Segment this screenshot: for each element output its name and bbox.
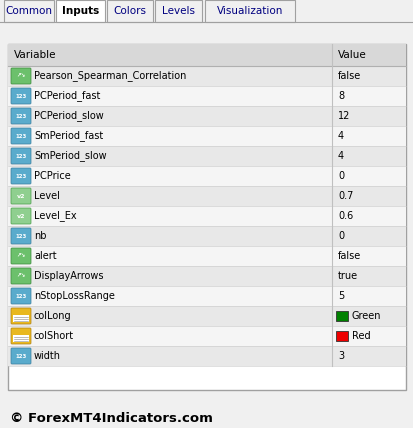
Text: Variable: Variable	[14, 50, 56, 60]
Text: ↗↘: ↗↘	[17, 253, 26, 259]
Bar	[8, 306, 405, 326]
Text: 123: 123	[15, 173, 26, 178]
Bar	[8, 346, 405, 366]
Text: 8: 8	[337, 91, 343, 101]
Text: 0.7: 0.7	[337, 191, 353, 201]
FancyBboxPatch shape	[11, 228, 31, 244]
Bar	[8, 44, 405, 66]
Text: 123: 123	[15, 134, 26, 139]
Text: PCPeriod_slow: PCPeriod_slow	[34, 110, 104, 122]
FancyBboxPatch shape	[11, 108, 31, 124]
Bar	[13, 315, 29, 322]
Text: 5: 5	[337, 291, 344, 301]
Text: true: true	[337, 271, 357, 281]
Bar	[8, 44, 405, 390]
Bar	[0, 0, 413, 22]
Text: alert: alert	[34, 251, 57, 261]
Text: Visualization: Visualization	[216, 6, 282, 16]
Text: ↗↘: ↗↘	[17, 74, 26, 78]
Bar	[335, 331, 347, 341]
Text: nStopLossRange: nStopLossRange	[34, 291, 114, 301]
Text: width: width	[34, 351, 61, 361]
Text: 123: 123	[15, 93, 26, 98]
Text: v2: v2	[17, 193, 25, 199]
Text: 123: 123	[15, 234, 26, 238]
Bar	[204, 0, 294, 22]
Bar	[8, 226, 405, 246]
Text: 4: 4	[337, 131, 343, 141]
Text: Red: Red	[351, 331, 370, 341]
Bar	[8, 286, 405, 306]
FancyBboxPatch shape	[11, 148, 31, 164]
Text: 3: 3	[337, 351, 343, 361]
Text: v2: v2	[17, 214, 25, 219]
Text: DisplayArrows: DisplayArrows	[34, 271, 103, 281]
Text: 123: 123	[15, 154, 26, 158]
Bar	[8, 86, 405, 106]
Bar	[8, 66, 405, 86]
FancyBboxPatch shape	[11, 248, 31, 264]
Bar	[8, 206, 405, 226]
Text: colLong: colLong	[34, 311, 71, 321]
FancyBboxPatch shape	[11, 328, 31, 344]
Bar	[13, 335, 29, 342]
Text: SmPeriod_slow: SmPeriod_slow	[34, 151, 107, 161]
Text: false: false	[337, 71, 361, 81]
Bar	[56, 0, 105, 22]
FancyBboxPatch shape	[11, 268, 31, 284]
Bar	[8, 146, 405, 166]
Text: Levels: Levels	[161, 6, 195, 16]
Text: Common: Common	[5, 6, 52, 16]
FancyBboxPatch shape	[11, 308, 31, 324]
Bar	[8, 126, 405, 146]
Text: Value: Value	[337, 50, 366, 60]
FancyBboxPatch shape	[11, 68, 31, 84]
Bar	[107, 0, 153, 22]
Bar	[8, 246, 405, 266]
Bar	[154, 0, 202, 22]
FancyBboxPatch shape	[11, 348, 31, 364]
Text: 123: 123	[15, 113, 26, 119]
FancyBboxPatch shape	[11, 88, 31, 104]
Text: 0.6: 0.6	[337, 211, 352, 221]
Text: Colors: Colors	[113, 6, 146, 16]
Text: Level: Level	[34, 191, 60, 201]
Text: false: false	[337, 251, 361, 261]
Bar	[8, 166, 405, 186]
FancyBboxPatch shape	[11, 188, 31, 204]
Bar	[8, 266, 405, 286]
Text: nb: nb	[34, 231, 46, 241]
Bar	[8, 106, 405, 126]
Text: PCPeriod_fast: PCPeriod_fast	[34, 91, 100, 101]
Text: © ForexMT4Indicators.com: © ForexMT4Indicators.com	[10, 411, 212, 425]
Bar	[4, 0, 54, 22]
Bar	[8, 186, 405, 206]
Text: 0: 0	[337, 171, 343, 181]
Text: 123: 123	[15, 354, 26, 359]
Bar	[335, 311, 347, 321]
Text: 4: 4	[337, 151, 343, 161]
Text: Level_Ex: Level_Ex	[34, 211, 76, 221]
Text: 12: 12	[337, 111, 349, 121]
FancyBboxPatch shape	[11, 288, 31, 304]
Text: ↗↘: ↗↘	[17, 273, 26, 279]
Text: Pearson_Spearman_Correlation: Pearson_Spearman_Correlation	[34, 71, 186, 81]
Text: Inputs: Inputs	[62, 6, 99, 16]
Text: colShort: colShort	[34, 331, 74, 341]
Text: SmPeriod_fast: SmPeriod_fast	[34, 131, 103, 141]
FancyBboxPatch shape	[11, 168, 31, 184]
Text: 0: 0	[337, 231, 343, 241]
FancyBboxPatch shape	[11, 128, 31, 144]
FancyBboxPatch shape	[11, 208, 31, 224]
Bar	[8, 326, 405, 346]
Text: 123: 123	[15, 294, 26, 298]
Text: Green: Green	[351, 311, 380, 321]
Text: PCPrice: PCPrice	[34, 171, 71, 181]
